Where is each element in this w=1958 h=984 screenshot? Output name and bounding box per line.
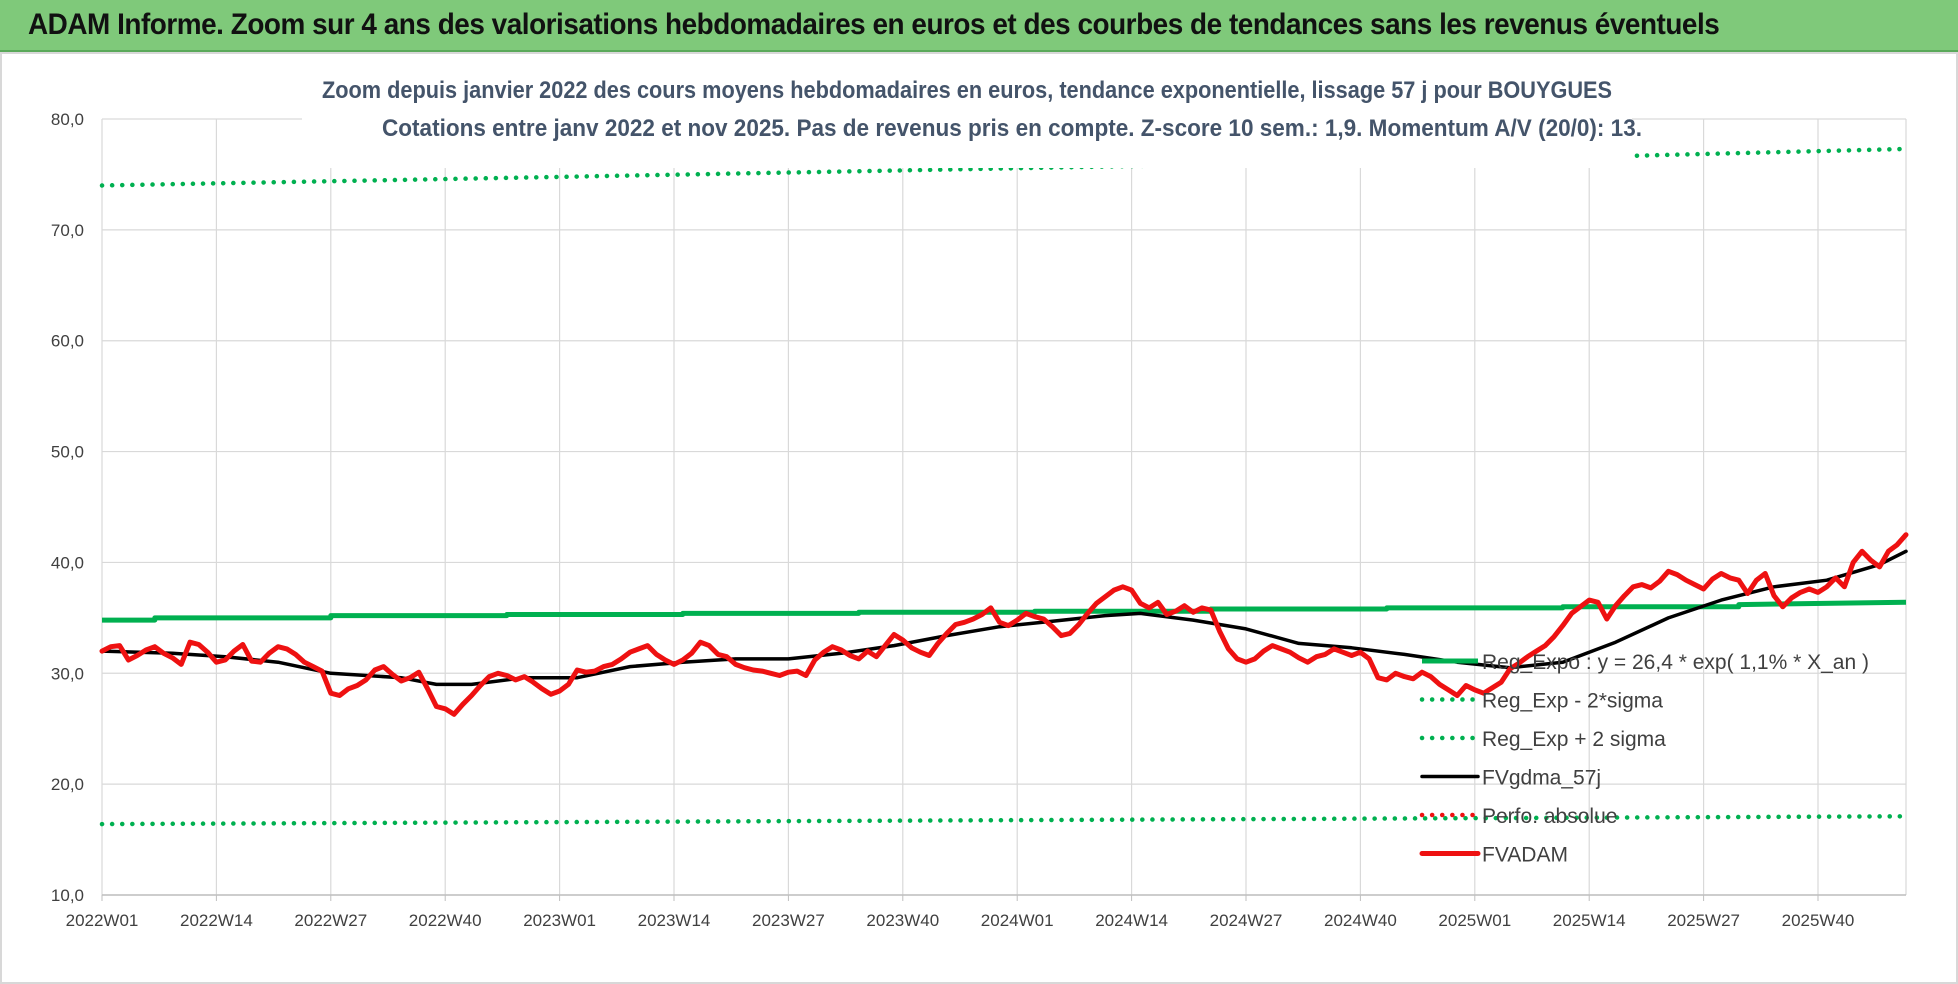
x-tick-label: 2022W40 bbox=[409, 911, 482, 930]
y-tick-label: 10,0 bbox=[51, 886, 84, 905]
series-layer bbox=[99, 146, 1909, 827]
x-tick-label: 2025W27 bbox=[1667, 911, 1740, 930]
x-tick-label: 2022W01 bbox=[66, 911, 139, 930]
y-tick-label: 40,0 bbox=[51, 553, 84, 572]
series-line-1 bbox=[99, 814, 1909, 827]
x-tick-label: 2023W40 bbox=[866, 911, 939, 930]
x-tick-label: 2022W27 bbox=[294, 911, 367, 930]
y-tick-label: 70,0 bbox=[51, 221, 84, 240]
title-background bbox=[302, 62, 1632, 168]
header-banner: ADAM Informe. Zoom sur 4 ans des valoris… bbox=[0, 0, 1958, 52]
legend-label: Reg_Exp + 2 sigma bbox=[1482, 728, 1666, 751]
x-tick-label: 2024W27 bbox=[1210, 911, 1283, 930]
x-axis-ticks: 2022W01 2022W14 2022W27 2022W40 2023W01 2023W… bbox=[66, 911, 1855, 930]
chart-subtitle: Cotations entre janv 2022 et nov 2025. P… bbox=[382, 115, 1642, 142]
x-tick-label: 2025W40 bbox=[1782, 911, 1855, 930]
x-tick-label: 2025W14 bbox=[1553, 911, 1626, 930]
y-tick-label: 20,0 bbox=[51, 775, 84, 794]
legend-label: Reg_Exp - 2*sigma bbox=[1482, 690, 1663, 713]
x-tick-label: 2024W01 bbox=[981, 911, 1054, 930]
legend-label: Perfo. absolue bbox=[1482, 805, 1617, 828]
x-tick-label: 2022W14 bbox=[180, 911, 253, 930]
y-tick-label: 50,0 bbox=[51, 443, 84, 462]
y-tick-label: 60,0 bbox=[51, 332, 84, 351]
grid-layer bbox=[101, 118, 1907, 901]
legend-item[interactable]: FVADAM bbox=[1419, 844, 1568, 867]
chart-legend[interactable]: Reg_Expo : y = 26,4 * exp( 1,1% * X_an )… bbox=[1419, 651, 1869, 867]
legend-item[interactable]: FVgdma_57j bbox=[1420, 767, 1601, 790]
legend-item[interactable]: Perfo. absolue bbox=[1419, 805, 1617, 828]
x-tick-label: 2023W27 bbox=[752, 911, 825, 930]
x-tick-label: 2023W14 bbox=[638, 911, 711, 930]
y-axis-ticks: 10,0 20,0 30,0 40,0 50,0 60,0 70,0 80,0 bbox=[51, 110, 84, 905]
x-tick-label: 2025W01 bbox=[1438, 911, 1511, 930]
legend-label: FVADAM bbox=[1482, 844, 1568, 867]
x-tick-label: 2024W14 bbox=[1095, 911, 1168, 930]
banner-title: ADAM Informe. Zoom sur 4 ans des valoris… bbox=[28, 8, 1720, 41]
chart-title: Zoom depuis janvier 2022 des cours moyen… bbox=[322, 77, 1612, 104]
series-line-0 bbox=[102, 599, 1907, 623]
y-tick-label: 30,0 bbox=[51, 664, 84, 683]
legend-item[interactable]: Reg_Expo : y = 26,4 * exp( 1,1% * X_an ) bbox=[1422, 651, 1869, 674]
line-chart: 10,0 20,0 30,0 40,0 50,0 60,0 70,0 80,0 2022W01… bbox=[51, 62, 1909, 930]
chart-title-block: Zoom depuis janvier 2022 des cours moyen… bbox=[302, 62, 1642, 168]
x-tick-label: 2023W01 bbox=[523, 911, 596, 930]
y-tick-label: 80,0 bbox=[51, 110, 84, 129]
legend-label: FVgdma_57j bbox=[1482, 767, 1601, 790]
series-line-5 bbox=[99, 532, 1909, 717]
series-line-3 bbox=[100, 549, 1908, 687]
x-tick-label: 2024W40 bbox=[1324, 911, 1397, 930]
legend-item[interactable]: Reg_Exp + 2 sigma bbox=[1419, 728, 1666, 751]
legend-item[interactable]: Reg_Exp - 2*sigma bbox=[1419, 690, 1663, 713]
chart-frame: 10,0 20,0 30,0 40,0 50,0 60,0 70,0 80,0 2022W01… bbox=[0, 52, 1958, 984]
legend-label: Reg_Expo : y = 26,4 * exp( 1,1% * X_an ) bbox=[1482, 651, 1869, 674]
